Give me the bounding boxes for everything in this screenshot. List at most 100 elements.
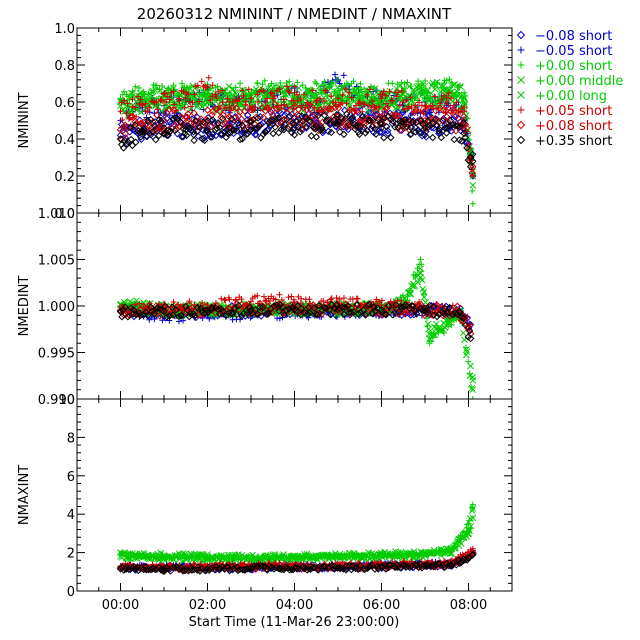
scatter-mark [240,125,248,134]
scatter-mark [350,555,358,562]
scatter-mark [323,87,330,94]
scatter-mark [366,116,374,124]
scatter-mark [173,119,182,128]
scatter-mark [297,304,306,313]
scatter-mark [293,300,301,308]
data-point [469,514,477,522]
y-tick-label: 10 [58,393,75,408]
scatter-mark [458,313,466,321]
scatter-mark [429,102,436,109]
scatter-mark [212,562,220,571]
scatter-mark [156,312,164,320]
scatter-mark [429,303,438,311]
scatter-mark [202,566,211,574]
scatter-mark [327,301,336,309]
scatter-mark [451,80,459,88]
scatter-mark [268,89,275,96]
scatter-mark [428,133,437,142]
scatter-mark [464,324,472,332]
scatter-mark [361,101,368,108]
scatter-mark [456,559,464,567]
y-tick-label: 0.990 [38,393,75,408]
scatter-mark [424,308,432,316]
scatter-mark [234,98,241,105]
scatter-mark [377,128,386,137]
scatter-mark [248,309,256,318]
scatter-mark [260,87,267,94]
scatter-mark [196,98,203,105]
scatter-mark [400,302,408,311]
scatter-mark [296,128,304,136]
scatter-mark [291,83,298,90]
scatter-mark [327,128,336,137]
scatter-mark [218,295,225,302]
scatter-mark [358,112,367,120]
scatter-mark [262,99,269,106]
scatter-mark [378,308,386,317]
scatter-mark [159,567,168,575]
scatter-mark [463,556,471,564]
y-tick-label: 8 [67,431,75,446]
scatter-mark [408,104,415,111]
scatter-mark [437,552,445,559]
scatter-mark [440,310,448,318]
scatter-mark [328,93,335,100]
scatter-mark [189,563,197,572]
scatter-mark [153,565,161,573]
scatter-mark [255,122,264,130]
scatter-mark [335,304,343,312]
scatter-mark [140,124,148,133]
scatter-mark [457,83,464,90]
scatter-mark [161,302,169,311]
scatter-mark [127,107,135,114]
scatter-mark [295,564,303,573]
scatter-mark [449,559,457,567]
scatter-mark [157,117,165,125]
scatter-mark [248,564,256,572]
scatter-mark [310,304,318,312]
scatter-mark [365,108,373,117]
scatter-mark [149,93,156,101]
scatter-mark [380,134,388,142]
scatter-mark [319,126,327,135]
scatter-mark [452,539,459,546]
scatter-mark [371,306,380,315]
scatter-mark [394,123,402,132]
scatter-mark [316,101,323,109]
scatter-mark [281,120,289,129]
scatter-mark [124,313,132,321]
scatter-mark [465,327,474,335]
scatter-mark [219,87,226,94]
scatter-mark [361,129,370,137]
scatter-mark [277,80,284,87]
scatter-mark [170,299,177,306]
scatter-mark [316,126,325,134]
scatter-mark [394,81,401,88]
scatter-mark [438,95,445,102]
scatter-mark [211,126,220,134]
scatter-mark [413,310,421,318]
scatter-mark [138,108,145,116]
scatter-mark [151,87,159,94]
scatter-mark [467,515,474,523]
scatter-mark [455,307,464,315]
scatter-mark [396,102,403,109]
scatter-mark [346,105,355,114]
scatter-mark [125,108,133,116]
scatter-mark [302,122,310,131]
scatter-mark [203,556,211,563]
scatter-mark [216,107,224,116]
scatter-mark [175,312,183,321]
scatter-mark [366,102,373,109]
scatter-mark [275,129,283,137]
scatter-mark [387,133,395,142]
data-point [417,256,424,263]
scatter-mark [420,96,428,103]
scatter-mark [418,276,426,284]
scatter-mark [424,320,432,328]
scatter-mark [340,294,347,301]
scatter-mark [197,553,204,561]
scatter-mark [121,134,129,142]
scatter-mark [197,304,205,313]
scatter-mark [407,124,415,132]
